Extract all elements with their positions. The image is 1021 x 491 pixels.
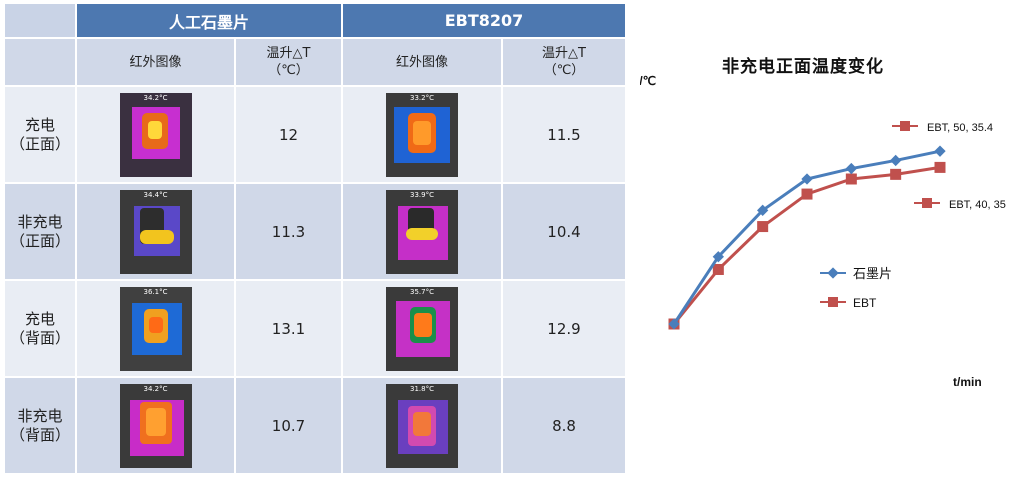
thermal-image: 34.2°C [119, 383, 192, 468]
thermal-image: 33.2°C [386, 92, 458, 177]
ir-image-cell: 34.2°C [75, 376, 236, 475]
col-ir-b: 红外图像 [341, 37, 503, 87]
row-label-line1: 充电 [24, 309, 55, 328]
delta-t-value: 12 [234, 85, 343, 184]
col-dt-b: 温升△T （℃） [501, 37, 627, 87]
ir-image-cell: 34.4°C [75, 182, 236, 281]
ir-image-cell: 33.9°C [341, 182, 503, 281]
legend-label-graphite: 石墨片 [853, 266, 892, 281]
annotation-marker [900, 121, 910, 131]
row-label-line1: 充电 [24, 115, 55, 134]
row-label-line2: （正面） [9, 134, 70, 153]
brand-b-header: EBT8207 [341, 2, 627, 39]
annotation-text: EBT, 40, 35 [949, 199, 1006, 211]
legend-label-ebt: EBT [853, 296, 877, 310]
image-temp-label: 34.4°C [143, 190, 168, 199]
thermal-image: 34.2°C [119, 92, 192, 177]
col-dt-b-line1: 温升△T [542, 46, 586, 61]
delta-t-value: 10.7 [234, 376, 343, 475]
data-point [845, 173, 857, 185]
col-dt-a: 温升△T （℃） [234, 37, 343, 87]
brand-header-row: 人工石墨片 EBT8207 [3, 2, 627, 39]
comparison-table: 人工石墨片 EBT8207 红外图像 温升△T （℃） 红外图像 温升△T （℃） … [3, 2, 627, 475]
delta-t-value: 13.1 [234, 279, 343, 378]
image-temp-label: 34.2°C [143, 93, 168, 102]
data-point [801, 173, 813, 185]
thermal-image: 34.4°C [119, 189, 192, 274]
row-label-line1: 非充电 [17, 406, 63, 425]
annotation-ebt-40: EBT, 40, 35 [914, 198, 1006, 211]
table-row: 充电 （正面） 34.2°C 12 33.2°C 11.5 [3, 85, 627, 184]
row-label: 充电 （背面） [3, 279, 77, 378]
image-temp-label: 34.2°C [143, 384, 168, 393]
data-point [890, 168, 902, 180]
image-temp-label: 31.8°C [410, 384, 434, 393]
image-temp-label: 33.2°C [410, 93, 434, 102]
image-temp-label: 33.9°C [410, 190, 434, 199]
x-axis-label: t/min [953, 375, 982, 389]
col-dt-a-line2: （℃） [268, 63, 309, 78]
legend: 石墨片 EBT [820, 266, 892, 310]
annotation-ebt-50: EBT, 50, 35.4 [892, 121, 993, 134]
annotation-marker [922, 198, 932, 208]
col-dt-a-line1: 温升△T [266, 46, 311, 61]
ir-image-cell: 36.1°C [75, 279, 236, 378]
chart-title: 非充电正面温度变化 [722, 57, 884, 77]
ir-image-cell: 31.8°C [341, 376, 503, 475]
ir-image-cell: 35.7°C [341, 279, 503, 378]
row-label-line2: （背面） [9, 328, 70, 347]
brand-a-header: 人工石墨片 [75, 2, 343, 39]
table-row: 非充电 （背面） 34.2°C 10.7 31.8°C 8.8 [3, 376, 627, 475]
data-point [934, 161, 946, 173]
y-axis-label: T/℃ [640, 74, 656, 88]
delta-t-value: 8.8 [501, 376, 627, 475]
header-blank-2 [3, 37, 77, 87]
table-row: 非充电 （正面） 34.4°C 11.3 33.9°C 10.4 [3, 182, 627, 281]
legend-marker-ebt [828, 297, 838, 307]
image-temp-label: 36.1°C [143, 287, 168, 296]
delta-t-value: 11.3 [234, 182, 343, 281]
row-label-line2: （背面） [9, 425, 70, 444]
thermal-image: 33.9°C [386, 189, 458, 274]
data-point [845, 162, 857, 175]
annotation-text: EBT, 50, 35.4 [927, 122, 993, 134]
row-label: 充电 （正面） [3, 85, 77, 184]
ir-image-cell: 34.2°C [75, 85, 236, 184]
image-temp-label: 35.7°C [410, 287, 434, 296]
thermal-image: 35.7°C [386, 286, 458, 371]
col-ir-a: 红外图像 [75, 37, 236, 87]
row-label-line1: 非充电 [17, 212, 63, 231]
row-label: 非充电 （正面） [3, 182, 77, 281]
data-point [890, 154, 902, 167]
row-label-line2: （正面） [9, 231, 70, 250]
delta-t-value: 12.9 [501, 279, 627, 378]
row-label: 非充电 （背面） [3, 376, 77, 475]
thermal-image: 31.8°C [386, 383, 458, 468]
delta-t-value: 11.5 [501, 85, 627, 184]
column-header-row: 红外图像 温升△T （℃） 红外图像 温升△T （℃） [3, 37, 627, 87]
delta-t-value: 10.4 [501, 182, 627, 281]
data-point [801, 188, 813, 200]
col-dt-b-line2: （℃） [543, 63, 585, 78]
data-point [712, 263, 724, 275]
ir-image-cell: 33.2°C [341, 85, 503, 184]
temperature-line-chart: T/℃ t/min 石墨片 EBT EBT, 50, 35.4 EBT, 40,… [640, 74, 1006, 389]
series-layer [668, 145, 946, 330]
data-point [934, 145, 946, 157]
header-blank [3, 2, 77, 39]
legend-marker-graphite [827, 267, 839, 279]
thermal-image: 36.1°C [119, 286, 192, 371]
data-point [757, 221, 769, 233]
table-row: 充电 （背面） 36.1°C 13.1 35.7°C 12.9 [3, 279, 627, 378]
